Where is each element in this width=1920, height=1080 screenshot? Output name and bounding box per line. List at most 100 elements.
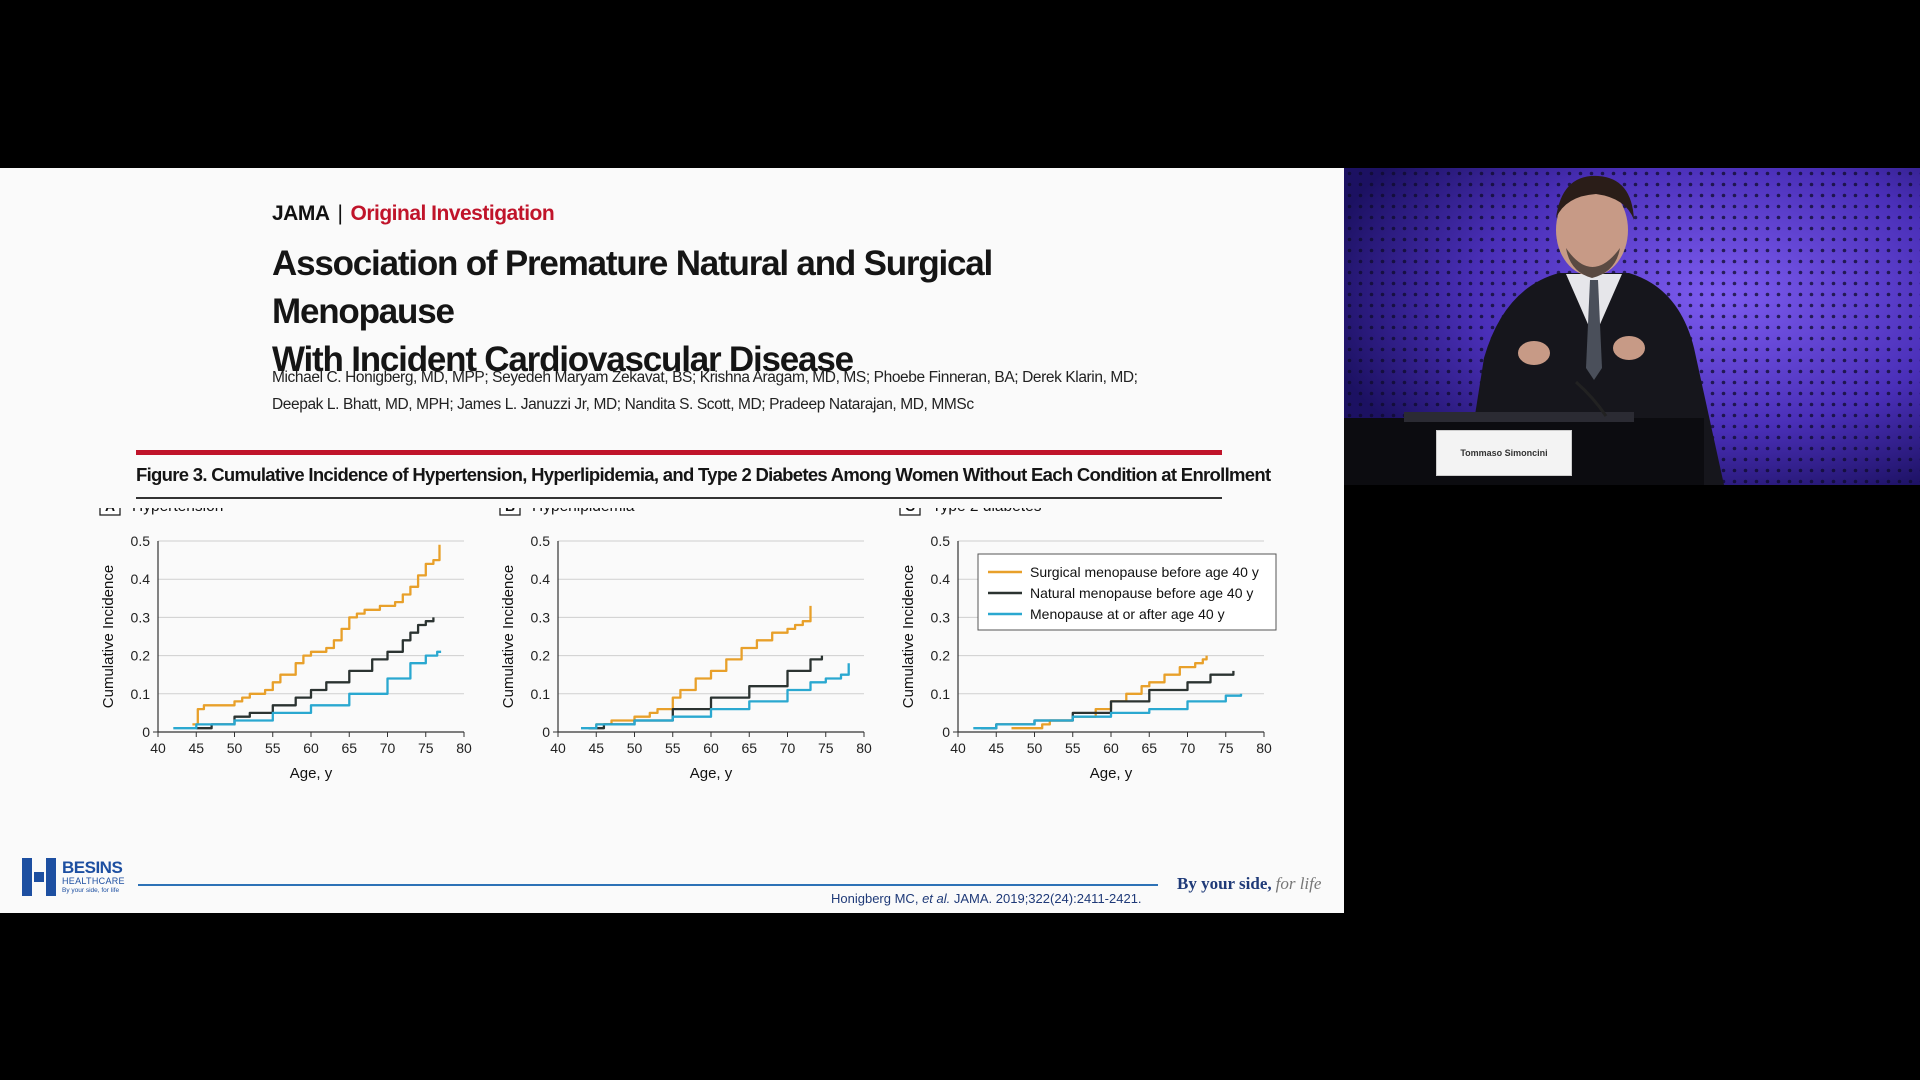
besins-logo-mark (22, 858, 58, 896)
speaker-video-svg (1344, 168, 1920, 485)
x-tick-label: 65 (341, 740, 357, 756)
y-tick-label: 0 (542, 724, 550, 740)
x-tick-label: 60 (1103, 740, 1119, 756)
logo-subtitle: HEALTHCARE (62, 876, 125, 886)
figure-accent-bar (136, 450, 1222, 455)
x-tick-label: 80 (856, 740, 872, 756)
series-line-surgical (1011, 655, 1208, 730)
legend-entry: Natural menopause before age 40 y (1030, 585, 1253, 601)
citation-ref: JAMA. 2019;322(24):2411-2421. (953, 891, 1142, 906)
chart-panels: A Hypertension 0 0.1 0.2 0.3 0.4 0.5 40 45 50 55 60 6… (0, 494, 1344, 813)
speaker-hair (1556, 175, 1634, 220)
x-tick-label: 80 (456, 740, 472, 756)
x-tick-label: 60 (703, 740, 719, 756)
journal-separator: | (337, 202, 343, 225)
journal-name: JAMA (272, 202, 330, 225)
y-tick-label: 0.5 (531, 533, 551, 549)
panel-letter: C (905, 508, 915, 514)
y-tick-label: 0.2 (931, 648, 951, 664)
article-title: Association of Premature Natural and Sur… (272, 240, 1092, 384)
y-tick-label: 0.1 (931, 686, 951, 702)
speaker-hand-left (1518, 341, 1550, 365)
series-line-after40 (173, 650, 442, 730)
author-line2: Deepak L. Bhatt, MD, MPH; James L. Januz… (272, 396, 974, 413)
x-tick-label: 40 (150, 740, 166, 756)
speaker-head (1556, 184, 1628, 276)
author-list: Michael C. Honigberg, MD, MPP; Seyedeh M… (272, 364, 1172, 418)
x-tick-label: 75 (1218, 740, 1234, 756)
series-line-surgical (588, 605, 812, 730)
y-tick-label: 0 (942, 724, 950, 740)
x-tick-label: 50 (1027, 740, 1043, 756)
figure-divider (136, 497, 1222, 499)
journal-section: Original Investigation (350, 202, 555, 225)
citation-authors: Honigberg MC, (831, 891, 919, 906)
y-tick-label: 0 (142, 724, 150, 740)
panel-title: Hyperlipidemia (532, 508, 635, 515)
x-tick-label: 40 (550, 740, 566, 756)
article-title-line2: With Incident Cardiovascular Disease (272, 340, 854, 379)
presentation-slide: JAMA | Original Investigation Association … (0, 168, 1344, 913)
author-line1: Michael C. Honigberg, MD, MPP; Seyedeh M… (272, 369, 1138, 386)
y-tick-label: 0.1 (131, 686, 151, 702)
logo-name: BESINS (62, 858, 123, 877)
footer-divider (138, 884, 1158, 886)
speaker-tie (1586, 280, 1602, 380)
series-line-surgical (192, 544, 441, 726)
panel-title: Type 2 diabetes (932, 508, 1042, 515)
legend-entry: Surgical menopause before age 40 y (1030, 564, 1259, 580)
x-tick-label: 70 (780, 740, 796, 756)
y-tick-label: 0.3 (531, 609, 551, 625)
legend-box (977, 553, 1277, 631)
y-axis-label: Cumulative Incidence (100, 565, 117, 708)
microphone-icon (1575, 380, 1608, 417)
panel-letter: B (505, 508, 515, 514)
x-axis-label: Age, y (1090, 765, 1133, 782)
y-tick-label: 0.4 (931, 571, 951, 587)
x-tick-label: 45 (188, 740, 204, 756)
x-tick-label: 50 (627, 740, 643, 756)
article-title-line1: Association of Premature Natural and Sur… (272, 244, 993, 331)
x-tick-label: 70 (1180, 740, 1196, 756)
y-tick-label: 0.4 (131, 571, 151, 587)
speaker-hand-right (1613, 336, 1645, 360)
x-tick-label: 60 (303, 740, 319, 756)
y-tick-label: 0.4 (531, 571, 551, 587)
series-line-after40 (973, 693, 1243, 730)
citation-etal: et al. (922, 891, 951, 906)
x-tick-label: 50 (227, 740, 243, 756)
x-tick-label: 45 (588, 740, 604, 756)
y-tick-label: 0.3 (931, 609, 951, 625)
slogan-main: By your side, (1177, 874, 1272, 893)
y-tick-label: 0.1 (531, 686, 551, 702)
x-axis-label: Age, y (290, 765, 333, 782)
x-tick-label: 55 (665, 740, 681, 756)
y-tick-label: 0.2 (531, 648, 551, 664)
x-axis-label: Age, y (690, 765, 733, 782)
x-tick-label: 70 (380, 740, 396, 756)
panel-title: Hypertension (132, 508, 223, 515)
x-tick-label: 75 (418, 740, 434, 756)
series-line-natural (981, 670, 1235, 730)
x-tick-label: 65 (1141, 740, 1157, 756)
y-tick-label: 0.5 (931, 533, 951, 549)
y-axis-label: Cumulative Incidence (900, 565, 917, 708)
x-tick-label: 65 (741, 740, 757, 756)
y-tick-label: 0.5 (131, 533, 151, 549)
journal-header: JAMA | Original Investigation (272, 202, 555, 226)
speaker-nameplate: Tommaso Simoncini (1436, 430, 1572, 476)
x-tick-label: 75 (818, 740, 834, 756)
series-line-natural (196, 617, 435, 730)
x-tick-label: 40 (950, 740, 966, 756)
x-tick-label: 55 (265, 740, 281, 756)
slogan: By your side, for life (1177, 874, 1321, 894)
figure-caption: Figure 3. Cumulative Incidence of Hypert… (136, 464, 1271, 485)
panel-letter: A (105, 508, 115, 514)
logo-tagline: By your side, for life (62, 887, 120, 894)
y-tick-label: 0.3 (131, 609, 151, 625)
legend-entry: Menopause at or after age 40 y (1030, 606, 1225, 622)
citation: Honigberg MC, et al. JAMA. 2019;322(24):… (831, 891, 1142, 906)
podium-top (1404, 412, 1634, 422)
speaker-video: Tommaso Simoncini (1344, 168, 1920, 485)
series-line-after40 (581, 663, 850, 730)
